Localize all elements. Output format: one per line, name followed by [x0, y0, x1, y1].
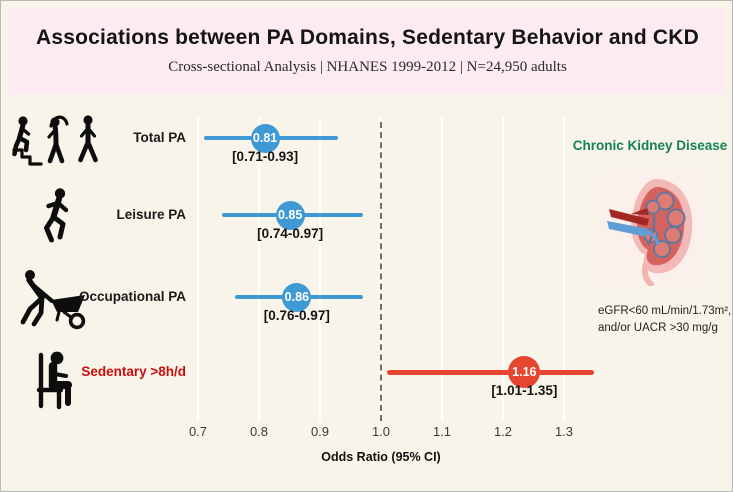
walking-icon — [78, 115, 98, 163]
or-marker: 0.81 — [250, 123, 280, 153]
x-tick-label: 0.7 — [188, 424, 208, 439]
gridline — [563, 117, 565, 421]
reference-line — [380, 122, 382, 421]
sitting-icon — [30, 348, 80, 414]
ckd-definition-line2: and/or UACR >30 mg/g — [598, 321, 718, 334]
ci-text: [0.76-0.97] — [263, 308, 330, 323]
ci-text: [0.74-0.97] — [257, 226, 324, 241]
x-tick-label: 1.1 — [432, 424, 452, 439]
ci-text: [0.71-0.93] — [232, 149, 299, 164]
x-tick-label: 0.8 — [249, 424, 269, 439]
ci-text: [1.01-1.35] — [491, 383, 558, 398]
or-marker: 0.86 — [282, 282, 312, 312]
kidney-icon — [607, 178, 693, 286]
running-icon — [37, 186, 75, 248]
header-banner: Associations between PA Domains, Sedenta… — [9, 9, 726, 94]
row-label: Total PA — [133, 130, 186, 145]
ci-line — [387, 369, 595, 375]
gridline — [258, 117, 260, 421]
x-axis-label: Odds Ratio (95% CI) — [321, 450, 441, 464]
ckd-definition: eGFR<60 mL/min/1.73m², and/or UACR >30 m… — [598, 303, 732, 336]
x-tick-label: 0.9 — [310, 424, 330, 439]
row-label: Occupational PA — [78, 289, 186, 304]
wheelbarrow-icon — [14, 267, 96, 331]
gridline — [319, 117, 321, 421]
or-marker: 1.16 — [508, 356, 541, 388]
row-label: Sedentary >8h/d — [81, 364, 186, 379]
x-tick-label: 1.2 — [493, 424, 513, 439]
figure-title: Associations between PA Domains, Sedenta… — [36, 26, 699, 49]
outcome-title: Chronic Kidney Disease — [572, 138, 728, 153]
x-tick-label: 1.0 — [371, 424, 391, 439]
gridline — [441, 117, 443, 421]
total-pa-icons — [10, 113, 104, 171]
row-label: Leisure PA — [116, 207, 186, 222]
stair-climbing-icon — [12, 116, 43, 166]
ckd-definition-line1: eGFR<60 mL/min/1.73m², — [598, 305, 732, 317]
stretching-icon — [47, 115, 69, 164]
x-tick-label: 1.3 — [554, 424, 574, 439]
kidney-illustration-card — [601, 173, 703, 286]
figure-subtitle: Cross-sectional Analysis | NHANES 1999-2… — [168, 59, 567, 75]
gridline — [197, 117, 199, 421]
gridline — [502, 117, 504, 421]
or-marker: 0.85 — [275, 200, 305, 230]
